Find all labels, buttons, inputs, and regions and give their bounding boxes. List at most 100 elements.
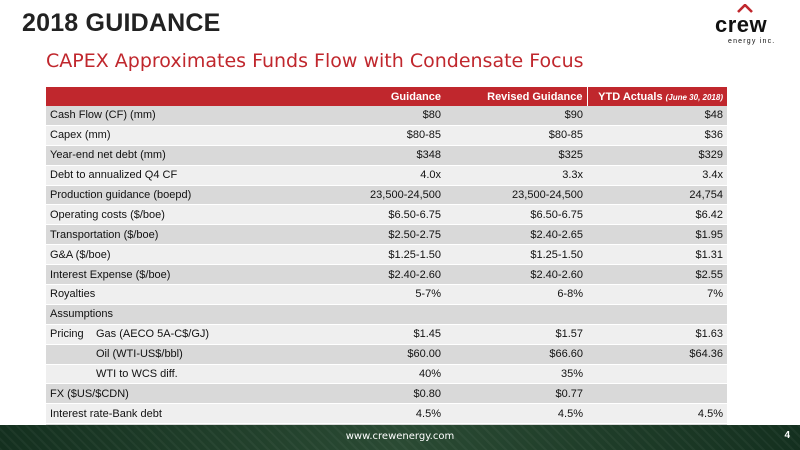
- row-label: Interest rate-Bank debt: [46, 403, 284, 425]
- guidance-value: $348: [284, 145, 445, 166]
- guidance-value: $80: [284, 106, 445, 126]
- revised-guidance-value: $2.40-2.65: [445, 224, 587, 246]
- header-guidance: Guidance: [284, 87, 445, 106]
- slide-subtitle: CAPEX Approximates Funds Flow with Conde…: [46, 50, 584, 72]
- ytd-actual-value: $329: [587, 145, 727, 166]
- guidance-value: $6.50-6.75: [284, 204, 445, 226]
- slide-title: 2018 GUIDANCE: [22, 9, 221, 37]
- guidance-value: $2.50-2.75: [284, 224, 445, 246]
- guidance-value: [284, 304, 445, 325]
- row-label: Debt to annualized Q4 CF: [46, 165, 284, 186]
- row-label: Cash Flow (CF) (mm): [46, 106, 284, 126]
- revised-guidance-value: 3.3x: [445, 165, 587, 186]
- row-label-detail: WTI to WCS diff.: [96, 368, 178, 381]
- revised-guidance-value: $1.25-1.50: [445, 244, 587, 266]
- table-row: Year-end net debt (mm) $348 $325 $329: [46, 145, 727, 166]
- guidance-value: 5-7%: [284, 284, 445, 305]
- revised-guidance-value: $80-85: [445, 125, 587, 146]
- revised-guidance-value: $90: [445, 106, 587, 126]
- table-row: Cash Flow (CF) (mm) $80 $90 $48: [46, 106, 727, 126]
- revised-guidance-value: 4.5%: [445, 403, 587, 425]
- footer-website: www.crewenergy.com: [345, 431, 455, 442]
- row-label: Royalties: [46, 284, 284, 305]
- row-label: FX ($US/$CDN): [46, 383, 284, 405]
- guidance-value: $80-85: [284, 125, 445, 146]
- guidance-value: $60.00: [284, 344, 445, 365]
- table-header-row: Guidance Revised Guidance YTD Actuals (J…: [46, 87, 727, 106]
- table-row: G&A ($/boe) $1.25-1.50 $1.25-1.50 $1.31: [46, 244, 727, 266]
- row-label: Oil (WTI-US$/bbl): [46, 344, 284, 365]
- ytd-actual-value: $48: [587, 106, 727, 126]
- crew-energy-logo: crew energy inc.: [712, 4, 782, 48]
- table-row: Production guidance (boepd) 23,500-24,500…: [46, 185, 727, 206]
- table-row: Interest Expense ($/boe) $2.40-2.60 $2.40-…: [46, 264, 727, 286]
- ytd-actual-value: $1.95: [587, 224, 727, 246]
- row-label: WTI to WCS diff.: [46, 364, 284, 385]
- ytd-actual-value: 7%: [587, 284, 727, 305]
- revised-guidance-value: 23,500-24,500: [445, 185, 587, 206]
- row-label: Capex (mm): [46, 125, 284, 146]
- row-label: Transportation ($/boe): [46, 224, 284, 246]
- revised-guidance-value: 6-8%: [445, 284, 587, 305]
- table-row: Royalties 5-7% 6-8% 7%: [46, 284, 727, 305]
- revised-guidance-value: $2.40-2.60: [445, 264, 587, 286]
- guidance-table: Guidance Revised Guidance YTD Actuals (J…: [46, 87, 727, 445]
- revised-guidance-value: $0.77: [445, 383, 587, 405]
- header-ytd-actuals: YTD Actuals (June 30, 2018): [586, 87, 727, 106]
- table-row: Debt to annualized Q4 CF 4.0x 3.3x 3.4x: [46, 165, 727, 186]
- row-label-group: Pricing: [50, 328, 84, 341]
- revised-guidance-value: [445, 304, 587, 325]
- revised-guidance-value: 35%: [445, 364, 587, 385]
- revised-guidance-value: $1.57: [445, 324, 587, 345]
- ytd-actual-value: [587, 304, 727, 325]
- header-label: [46, 87, 284, 106]
- row-label: Production guidance (boepd): [46, 185, 284, 206]
- table-row: Transportation ($/boe) $2.50-2.75 $2.40-2.…: [46, 224, 727, 246]
- row-label: Interest Expense ($/boe): [46, 264, 284, 286]
- table-row: Oil (WTI-US$/bbl) $60.00 $66.60 $64.36: [46, 344, 727, 365]
- row-label: Operating costs ($/boe): [46, 204, 284, 226]
- row-label: Assumptions: [46, 304, 284, 325]
- row-label: Pricing Gas (AECO 5A-C$/GJ): [46, 324, 284, 345]
- row-label-detail: Gas (AECO 5A-C$/GJ): [96, 328, 210, 341]
- header-revised-guidance: Revised Guidance: [445, 87, 587, 106]
- revised-guidance-value: $325: [445, 145, 587, 166]
- logo-wordmark: crew: [715, 12, 768, 37]
- ytd-actual-value: $1.31: [587, 244, 727, 266]
- page-number: 4: [784, 430, 790, 441]
- ytd-actual-value: $64.36: [587, 344, 727, 365]
- ytd-actual-value: 3.4x: [587, 165, 727, 186]
- table-row: WTI to WCS diff. 40% 35%: [46, 364, 727, 385]
- guidance-value: $0.80: [284, 383, 445, 405]
- ytd-actual-value: $36: [587, 125, 727, 146]
- footer-bar: www.crewenergy.com 4: [0, 425, 800, 450]
- logo-chevron-icon: [737, 4, 753, 13]
- ytd-actual-value: 4.5%: [587, 403, 727, 425]
- ytd-actual-value: [587, 383, 727, 405]
- guidance-value: 4.0x: [284, 165, 445, 186]
- guidance-value: $2.40-2.60: [284, 264, 445, 286]
- guidance-value: 23,500-24,500: [284, 185, 445, 206]
- guidance-value: 4.5%: [284, 403, 445, 425]
- header-ytd-label: YTD Actuals: [598, 90, 663, 103]
- table-row: FX ($US/$CDN) $0.80 $0.77: [46, 383, 727, 405]
- row-label-detail: Oil (WTI-US$/bbl): [96, 348, 183, 361]
- guidance-value: $1.25-1.50: [284, 244, 445, 266]
- table-row: Pricing Gas (AECO 5A-C$/GJ) $1.45 $1.57 $1.6…: [46, 324, 727, 345]
- ytd-actual-value: $2.55: [587, 264, 727, 286]
- row-label: G&A ($/boe): [46, 244, 284, 266]
- logo-tagline: energy inc.: [728, 38, 776, 45]
- table-row: Assumptions: [46, 304, 727, 325]
- row-label: Year-end net debt (mm): [46, 145, 284, 166]
- ytd-actual-value: [587, 364, 727, 385]
- header-ytd-date-note: (June 30, 2018): [665, 92, 723, 102]
- revised-guidance-value: $6.50-6.75: [445, 204, 587, 226]
- ytd-actual-value: $1.63: [587, 324, 727, 345]
- ytd-actual-value: 24,754: [587, 185, 727, 206]
- guidance-value: $1.45: [284, 324, 445, 345]
- table-row: Interest rate-Bank debt 4.5% 4.5% 4.5%: [46, 403, 727, 425]
- table-row: Operating costs ($/boe) $6.50-6.75 $6.50-6…: [46, 204, 727, 226]
- guidance-value: 40%: [284, 364, 445, 385]
- revised-guidance-value: $66.60: [445, 344, 587, 365]
- ytd-actual-value: $6.42: [587, 204, 727, 226]
